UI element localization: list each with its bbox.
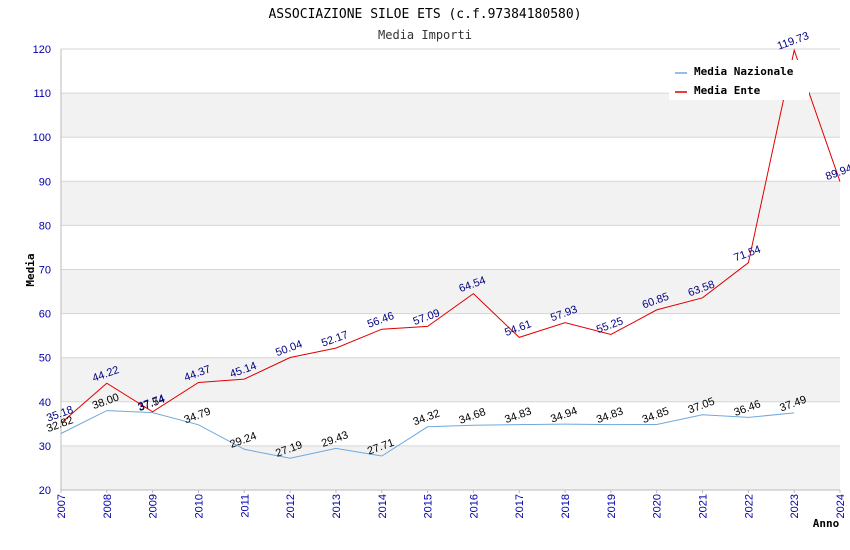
x-tick-label: 2018 (560, 494, 572, 518)
plot-background (61, 49, 840, 490)
plot-band (61, 401, 840, 446)
chart-title: ASSOCIAZIONE SILOE ETS (c.f.97384180580) (268, 7, 581, 22)
y-tick-label: 50 (39, 353, 51, 365)
x-tick-label: 2021 (698, 494, 710, 518)
legend: Media Nazionale Media Ente (669, 60, 809, 100)
y-tick-label: 30 (39, 441, 51, 453)
x-tick-label: 2024 (835, 494, 847, 518)
x-tick-label: 2022 (743, 494, 755, 518)
plot-band (61, 93, 840, 138)
y-tick-label: 110 (33, 88, 51, 100)
x-tick-label: 2011 (239, 494, 251, 518)
plot-band (61, 181, 840, 226)
chart-subtitle: Media Importi (378, 28, 472, 42)
legend-box (669, 60, 809, 100)
plot-band (61, 225, 840, 270)
x-tick-label: 2014 (377, 494, 389, 518)
x-tick-label: 2016 (468, 494, 480, 518)
y-tick-label: 60 (39, 309, 51, 321)
y-tick-label: 100 (33, 132, 51, 144)
x-tick-label: 2023 (789, 494, 801, 518)
series-lines (60, 48, 841, 459)
y-axis-ticks: 20 30 40 50 60 70 80 90 100 110 120 (33, 44, 51, 497)
y-tick-label: 70 (39, 265, 51, 277)
x-tick-label: 2013 (331, 494, 343, 518)
series-line-media-ente (60, 48, 841, 424)
x-axis-ticks: 2007 2008 2009 2010 2011 2012 2013 2014 2015 2016… (56, 494, 847, 518)
x-tick-label: 2019 (606, 494, 618, 518)
plot-band (61, 445, 840, 490)
plot-band (61, 137, 840, 182)
x-tick-label: 2007 (56, 494, 68, 518)
legend-label-media-ente: Media Ente (694, 84, 761, 97)
x-tick-label: 2017 (514, 494, 526, 518)
plot-band (61, 269, 840, 314)
x-tick-label: 2009 (148, 494, 160, 518)
plot-band (61, 313, 840, 358)
x-axis-label: Anno (813, 517, 840, 530)
plot-band (61, 357, 840, 402)
x-tick-label: 2015 (423, 494, 435, 518)
series-line-media-nazionale (60, 410, 795, 459)
y-tick-label: 80 (39, 220, 51, 232)
y-tick-label: 20 (39, 485, 51, 497)
x-tick-label: 2008 (102, 494, 114, 518)
x-tick-label: 2020 (652, 494, 664, 518)
legend-label-media-nazionale: Media Nazionale (694, 65, 794, 78)
y-axis-label: Media (24, 253, 37, 286)
axes (60, 49, 841, 493)
y-tick-label: 120 (33, 44, 51, 56)
y-tick-label: 90 (39, 176, 51, 188)
y-tick-label: 40 (39, 397, 51, 409)
x-tick-label: 2010 (193, 494, 205, 518)
x-tick-label: 2012 (285, 494, 297, 518)
